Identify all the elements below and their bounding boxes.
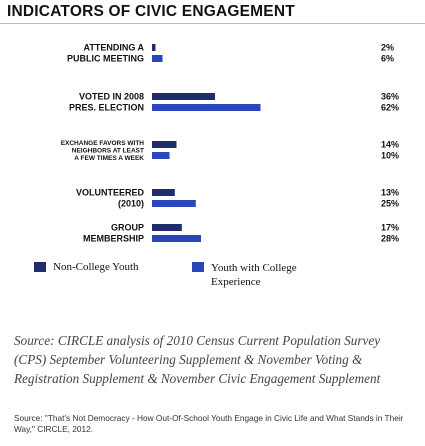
value-label: 25% xyxy=(381,199,399,209)
value-label: 14% xyxy=(381,140,399,150)
value-label: 10% xyxy=(381,151,399,161)
legend-label-college-line2: Experience xyxy=(211,276,261,288)
category-label: PUBLIC MEETING xyxy=(67,54,144,64)
legend-swatch-college xyxy=(192,262,204,272)
bar-college xyxy=(152,152,170,159)
source-text: CIRCLE analysis of 2010 Census Current P… xyxy=(14,333,381,386)
legend-item-non-college: Non-College Youth xyxy=(34,261,139,273)
source-note: Source: CIRCLE analysis of 2010 Census C… xyxy=(14,331,414,388)
legend-item-college: Youth with College Experience xyxy=(192,261,297,289)
category-label: NEIGHBORS AT LEAST xyxy=(72,148,144,155)
category-label: VOLUNTEERED xyxy=(76,188,145,198)
source-citation: Source: "That's Not Democracy - How Out-… xyxy=(14,413,404,434)
bar-college xyxy=(152,104,261,111)
value-label: 6% xyxy=(381,54,394,64)
bar-non-college xyxy=(152,93,215,100)
bars xyxy=(152,44,261,242)
category-label: VOTED IN 2008 xyxy=(79,92,144,102)
bar-college xyxy=(152,235,201,242)
bar-non-college xyxy=(152,141,177,148)
value-label: 2% xyxy=(381,43,394,53)
value-label: 28% xyxy=(381,234,399,244)
source-prefix: Source: xyxy=(14,333,55,348)
category-label: A FEW TIMES A WEEK xyxy=(74,155,144,162)
category-label: PRES. ELECTION xyxy=(69,103,144,113)
value-label: 13% xyxy=(381,188,399,198)
category-label: EXCHANGE FAVORS WITH xyxy=(61,140,145,147)
title-divider xyxy=(0,23,425,24)
legend: Non-College Youth Youth with College Exp… xyxy=(34,261,334,295)
bar-college xyxy=(152,55,163,62)
category-label: (2010) xyxy=(118,199,144,209)
value-label: 36% xyxy=(381,92,399,102)
legend-label-non-college: Non-College Youth xyxy=(53,261,139,273)
category-label: MEMBERSHIP xyxy=(83,234,144,244)
value-label: 17% xyxy=(381,223,399,233)
value-label: 62% xyxy=(381,103,399,113)
bar-non-college xyxy=(152,44,156,51)
category-label: GROUP xyxy=(111,223,144,233)
bar-non-college xyxy=(152,224,182,231)
value-labels: 2%6% 36%62% 14%10% 13%25% 17%28% xyxy=(381,43,399,244)
legend-label-college-line1: Youth with College xyxy=(211,262,297,274)
category-label: ATTENDING A xyxy=(84,43,145,53)
chart-title: INDICATORS OF CIVIC ENGAGEMENT xyxy=(7,3,295,20)
legend-swatch-non-college xyxy=(34,262,46,272)
bar-college xyxy=(152,200,196,207)
bar-non-college xyxy=(152,189,175,196)
